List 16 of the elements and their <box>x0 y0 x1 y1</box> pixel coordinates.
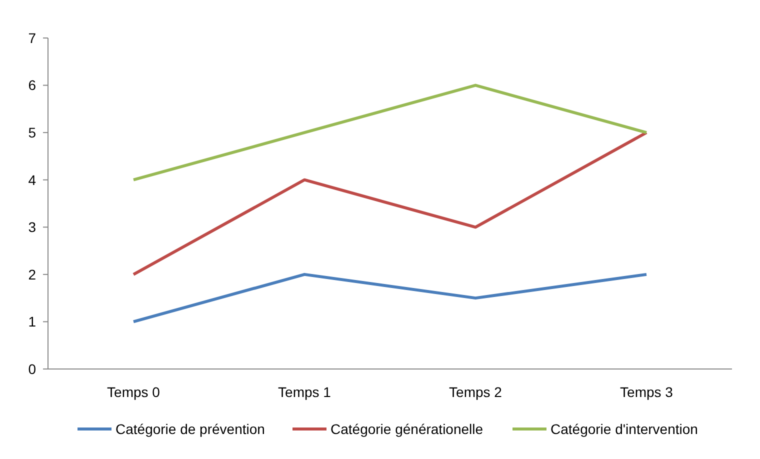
y-tick-label: 1 <box>28 314 36 330</box>
legend-label: Catégorie d'intervention <box>550 420 698 437</box>
x-tick-label: Temps 0 <box>107 384 160 400</box>
x-tick-label: Temps 1 <box>278 384 332 400</box>
x-tick-label: Temps 2 <box>449 384 502 400</box>
y-tick-label: 5 <box>28 124 36 140</box>
y-tick-label: 0 <box>28 360 36 377</box>
line-series <box>132 131 648 276</box>
y-tick-label: 7 <box>28 30 36 46</box>
legend-label: Catégorie générationelle <box>330 420 484 437</box>
y-tick-label: 3 <box>28 219 36 236</box>
y-tick-label: 2 <box>28 266 36 282</box>
y-tick-label: 6 <box>28 77 36 94</box>
legend-label: Catégorie de prévention <box>116 420 265 437</box>
y-tick-label: 4 <box>28 172 36 188</box>
x-tick-label: Temps 3 <box>620 384 674 400</box>
